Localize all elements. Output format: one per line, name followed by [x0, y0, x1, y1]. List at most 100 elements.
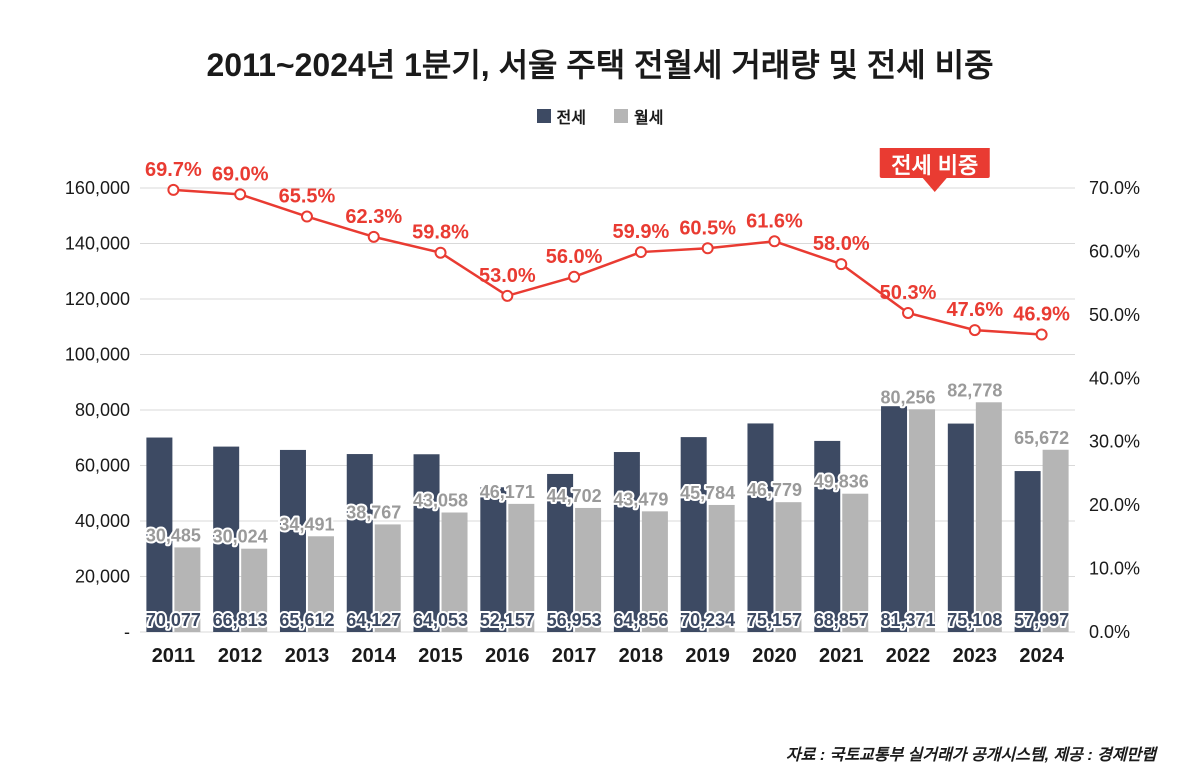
bar-jeonse: [414, 454, 440, 632]
category-label: 2013: [285, 645, 330, 667]
bar-label-jeonse: 52,157: [480, 610, 535, 630]
pct-label: 69.7%: [145, 159, 202, 181]
y-left-tick: 60,000: [75, 456, 130, 476]
bar-label-wolse: 65,672: [1014, 428, 1069, 448]
line-marker: [369, 232, 379, 242]
y-left-tick: 80,000: [75, 400, 130, 420]
bar-label-jeonse: 56,953: [547, 610, 602, 630]
y-right-tick: 70.0%: [1089, 178, 1140, 198]
pct-label: 65.5%: [279, 186, 336, 208]
line-callout: 전세 비중: [880, 148, 990, 192]
y-left-tick: 100,000: [65, 345, 130, 365]
bar-label-jeonse: 75,108: [947, 610, 1002, 630]
bar-jeonse: [948, 424, 974, 632]
line-marker: [970, 325, 980, 335]
bar-label-jeonse: 81,371: [881, 610, 936, 630]
category-label: 2014: [352, 645, 397, 667]
line-marker: [302, 212, 312, 222]
bar-wolse: [976, 402, 1002, 632]
bar-label-jeonse: 66,813: [213, 610, 268, 630]
category-label: 2023: [953, 645, 998, 667]
line-marker: [502, 291, 512, 301]
category-label: 2017: [552, 645, 597, 667]
y-right-tick: 30.0%: [1089, 432, 1140, 452]
pct-label: 69.0%: [212, 163, 269, 185]
y-right-tick: 10.0%: [1089, 559, 1140, 579]
line-markers: [168, 185, 1046, 340]
y-right-tick: 50.0%: [1089, 305, 1140, 325]
bar-label-jeonse: 75,157: [747, 610, 802, 630]
category-label: 2020: [752, 645, 797, 667]
chart-svg: - 20,000 40,000 60,000 80,000 100,000 120,000 1…: [40, 148, 1160, 688]
legend-item-wolse: 월세: [614, 104, 663, 128]
pct-label: 56.0%: [546, 246, 603, 268]
category-label: 2015: [418, 645, 463, 667]
bar-label-wolse: 38,767: [346, 502, 401, 522]
bar-label-jeonse: 65,612: [279, 610, 334, 630]
bar-label-jeonse: 64,053: [413, 610, 468, 630]
line-marker: [703, 243, 713, 253]
bar-jeonse: [280, 450, 306, 632]
legend: 전세 월세: [40, 104, 1160, 128]
bar-label-wolse: 43,058: [413, 491, 468, 511]
plot-area: - 20,000 40,000 60,000 80,000 100,000 120,000 1…: [40, 148, 1160, 693]
bar-label-jeonse: 68,857: [814, 610, 869, 630]
category-label: 2024: [1019, 645, 1064, 667]
y-left-tick: 120,000: [65, 289, 130, 309]
bar-label-wolse: 44,702: [547, 486, 602, 506]
category-label: 2018: [619, 645, 664, 667]
bar-jeonse: [747, 423, 773, 632]
category-axis: 2011201220132014201520162017201820192020…: [152, 645, 1065, 667]
y-left-tick: 40,000: [75, 511, 130, 531]
line-marker: [636, 247, 646, 257]
category-label: 2019: [685, 645, 730, 667]
y-right-tick: 20.0%: [1089, 495, 1140, 515]
bar-jeonse: [347, 454, 373, 632]
pct-label: 62.3%: [345, 206, 402, 228]
chart-title: 2011~2024년 1분기, 서울 주택 전월세 거래량 및 전세 비중: [40, 40, 1160, 86]
pct-label: 58.0%: [813, 233, 870, 255]
line-marker: [903, 308, 913, 318]
bar-label-wolse: 34,491: [279, 514, 334, 534]
line-marker: [836, 259, 846, 269]
legend-label-jeonse: 전세: [557, 104, 586, 128]
line-marker: [569, 272, 579, 282]
bar-label-wolse: 43,479: [613, 489, 668, 509]
bar-jeonse: [681, 437, 707, 632]
category-label: 2021: [819, 645, 864, 667]
y-left-tick: 140,000: [65, 234, 130, 254]
bar-label-jeonse: 70,077: [146, 610, 201, 630]
bar-label-wolse: 46,779: [747, 480, 802, 500]
bar-label-wolse: 45,784: [680, 483, 735, 503]
category-label: 2016: [485, 645, 529, 667]
bar-jeonse: [814, 441, 840, 632]
bar-wolse: [909, 409, 935, 632]
y-left-tick: 20,000: [75, 567, 130, 587]
pct-label: 47.6%: [946, 299, 1003, 321]
source-text: 자료 : 국토교통부 실거래가 공개시스템, 제공 : 경제만랩: [786, 741, 1156, 765]
bar-wolse: [1043, 450, 1069, 632]
pct-label: 59.9%: [613, 221, 670, 243]
y-right-tick: 60.0%: [1089, 241, 1140, 261]
y-right-axis: 0.0%10.0%20.0%30.0%40.0%50.0%60.0%70.0%: [1089, 178, 1140, 642]
bar-jeonse: [614, 452, 640, 632]
category-label: 2012: [218, 645, 263, 667]
y-right-tick: 40.0%: [1089, 368, 1140, 388]
bar-label-wolse: 82,778: [947, 380, 1002, 400]
bar-label-jeonse: 70,234: [680, 610, 735, 630]
legend-swatch-wolse: [614, 109, 628, 123]
line-marker: [1037, 330, 1047, 340]
legend-item-jeonse: 전세: [537, 104, 586, 128]
y-left-tick: -: [124, 622, 130, 642]
line-marker: [436, 248, 446, 258]
bar-label-wolse: 30,024: [213, 527, 268, 547]
pct-label: 46.9%: [1013, 304, 1070, 326]
line-callout-text: 전세 비중: [891, 153, 978, 178]
bar-label-jeonse: 64,127: [346, 610, 401, 630]
line-marker: [769, 236, 779, 246]
bar-label-wolse: 80,256: [881, 387, 936, 407]
category-label: 2022: [886, 645, 931, 667]
chart-container: 2011~2024년 1분기, 서울 주택 전월세 거래량 및 전세 비중 전세…: [0, 0, 1200, 781]
line-marker: [168, 185, 178, 195]
bar-label-jeonse: 64,856: [613, 610, 668, 630]
